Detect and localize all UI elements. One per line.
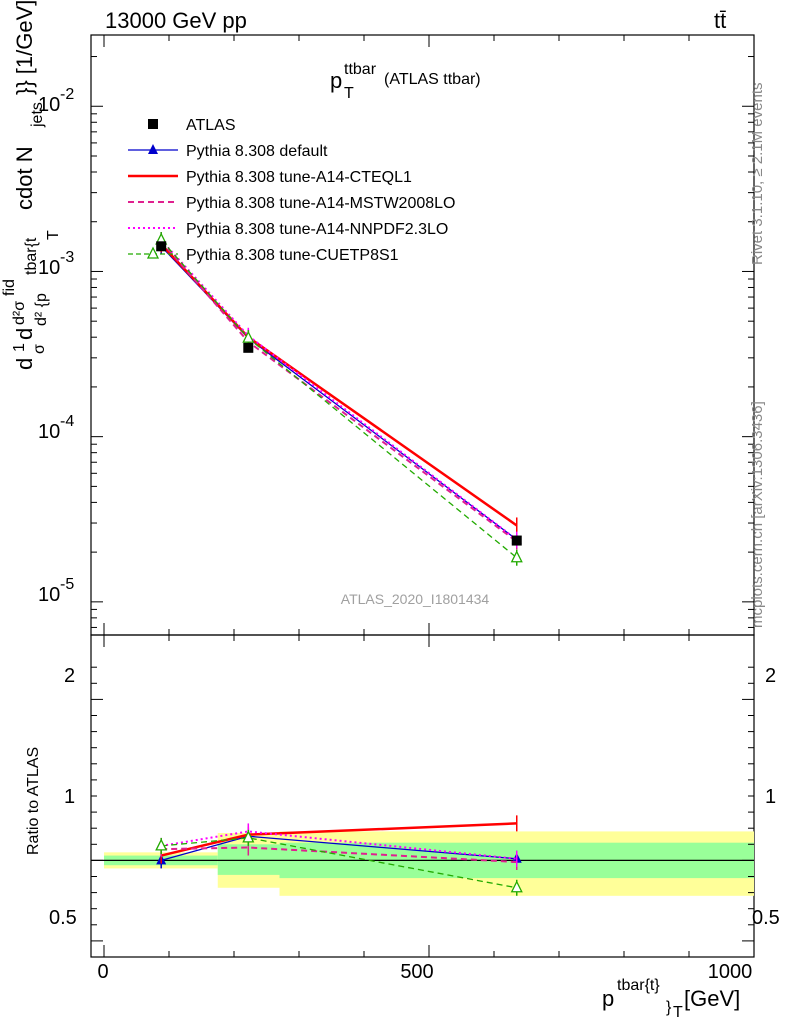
ratio-tick-label-right: 0.5 bbox=[752, 907, 780, 929]
legend-entry-nnpdf: Pythia 8.308 tune-A14-NNPDF2.3LO bbox=[128, 221, 448, 238]
y-label-den1: σ bbox=[31, 344, 48, 354]
plot-title-sub: T bbox=[344, 85, 354, 102]
ratio-tick-label-right: 2 bbox=[765, 665, 776, 687]
rivet-label: Rivet 3.1.10, ≥ 2.1M events bbox=[749, 83, 766, 266]
series-line bbox=[160, 245, 518, 541]
ratio-series bbox=[155, 815, 523, 896]
legend-label: Pythia 8.308 tune-A14-CTEQL1 bbox=[186, 169, 412, 186]
legend-marker-square bbox=[148, 119, 158, 129]
ratio-tick-label: 1 bbox=[64, 786, 75, 808]
x-tick-labels: 0 500 1000 bbox=[97, 961, 752, 983]
ratio-marker-open-triangle bbox=[242, 830, 255, 843]
y-tick-exponent: -5 bbox=[60, 576, 74, 593]
y-label-num2: d²σ bbox=[11, 301, 28, 325]
y-label-d2: d bbox=[12, 328, 37, 340]
x-tick-label: 1000 bbox=[708, 961, 753, 983]
data-point-atlas bbox=[156, 241, 167, 252]
x-axis-label-sup: tbar{t} bbox=[617, 977, 660, 994]
legend: ATLAS Pythia 8.308 default Pythia 8.308 … bbox=[128, 117, 455, 264]
legend-entry-cteql1: Pythia 8.308 tune-A14-CTEQL1 bbox=[128, 169, 412, 186]
y-label-fid: fid bbox=[1, 279, 18, 296]
y-label-num1: 1 bbox=[11, 343, 28, 352]
legend-entry-atlas: ATLAS bbox=[148, 117, 236, 134]
x-axis-label-subT: T bbox=[673, 1004, 683, 1021]
header-left: 13000 GeV pp bbox=[105, 8, 247, 33]
series-marker-open-triangle bbox=[510, 550, 523, 563]
legend-entry-mstw: Pythia 8.308 tune-A14-MSTW2008LO bbox=[128, 195, 455, 212]
main-series bbox=[155, 232, 523, 566]
data-point-atlas bbox=[243, 342, 254, 353]
ratio-marker-open-triangle bbox=[510, 880, 523, 893]
x-tick-label: 500 bbox=[400, 961, 433, 983]
y-axis-label: d 1 σ d d²σ fid d² {p tbar{t T cdot N je… bbox=[1, 0, 62, 370]
y-tick-label: 10 bbox=[38, 94, 60, 116]
x-tick-label: 0 bbox=[97, 961, 108, 983]
y-tick-exponent: -3 bbox=[60, 249, 74, 266]
y-label-den2sub: T bbox=[45, 230, 62, 240]
axis-ticks bbox=[91, 35, 755, 957]
y-tick-exponent: -2 bbox=[60, 86, 74, 103]
ratio-tick-label-right: 1 bbox=[765, 786, 776, 808]
y-label-tail: }} [1/GeV] bbox=[12, 0, 37, 95]
plot-title-sup: ttbar bbox=[344, 61, 377, 78]
y-tick-label: 10 bbox=[38, 584, 60, 606]
series-line bbox=[160, 240, 518, 543]
series-line bbox=[160, 239, 518, 541]
legend-label: ATLAS bbox=[186, 117, 236, 134]
y-tick-exponent: -4 bbox=[60, 413, 74, 430]
plot-title-main: p bbox=[330, 68, 342, 93]
x-axis-label-sub: } bbox=[666, 999, 672, 1016]
legend-label: Pythia 8.308 tune-A14-NNPDF2.3LO bbox=[186, 221, 448, 238]
y-label-den2sup: tbar{t bbox=[23, 237, 40, 275]
main-y-tick-labels: 10 -2 10 -3 10 -4 10 -5 bbox=[38, 86, 74, 606]
legend-marker-open-triangle bbox=[146, 246, 160, 259]
legend-entry-default: Pythia 8.308 default bbox=[128, 143, 328, 160]
series-line bbox=[160, 239, 518, 559]
legend-entry-cuetp8s1: Pythia 8.308 tune-CUETP8S1 bbox=[128, 246, 399, 264]
data-point-atlas bbox=[511, 535, 522, 546]
y-tick-label: 10 bbox=[38, 257, 60, 279]
plot-title-rest: (ATLAS ttbar) bbox=[384, 71, 481, 88]
plot-title: p ttbar T (ATLAS ttbar) bbox=[330, 61, 481, 102]
x-axis-label: p tbar{t} } T [GeV] bbox=[602, 977, 740, 1021]
y-label-d: d bbox=[12, 358, 37, 370]
ratio-bands bbox=[91, 831, 754, 896]
series-marker-open-triangle bbox=[242, 330, 255, 343]
legend-label: Pythia 8.308 tune-A14-MSTW2008LO bbox=[186, 195, 455, 212]
header-right: tt̄ bbox=[714, 8, 726, 33]
mcplots-label: mcplots.cern.ch [arXiv:1306.3436] bbox=[749, 401, 766, 628]
x-axis-label-base: p bbox=[602, 986, 614, 1011]
legend-marker-triangle bbox=[148, 144, 158, 154]
ratio-tick-label: 0.5 bbox=[49, 907, 77, 929]
y-tick-label: 10 bbox=[38, 421, 60, 443]
analysis-watermark: ATLAS_2020_I1801434 bbox=[341, 591, 490, 607]
legend-label: Pythia 8.308 tune-CUETP8S1 bbox=[186, 247, 399, 264]
y-label-rest: cdot N bbox=[12, 146, 37, 210]
x-axis-label-unit: [GeV] bbox=[684, 986, 740, 1011]
ratio-y-axis-label: Ratio to ATLAS bbox=[25, 747, 42, 855]
ratio-marker-open-triangle bbox=[155, 838, 168, 851]
legend-label: Pythia 8.308 default bbox=[186, 143, 328, 160]
y-label-jets: jets bbox=[29, 102, 46, 128]
y-label-den2: d² {p bbox=[33, 293, 50, 326]
ratio-panel-frame bbox=[90, 634, 755, 958]
ratio-tick-label: 2 bbox=[64, 665, 75, 687]
series-line bbox=[160, 243, 518, 527]
ratio-tick-labels: 2 1 0.5 2 1 0.5 bbox=[49, 665, 780, 929]
